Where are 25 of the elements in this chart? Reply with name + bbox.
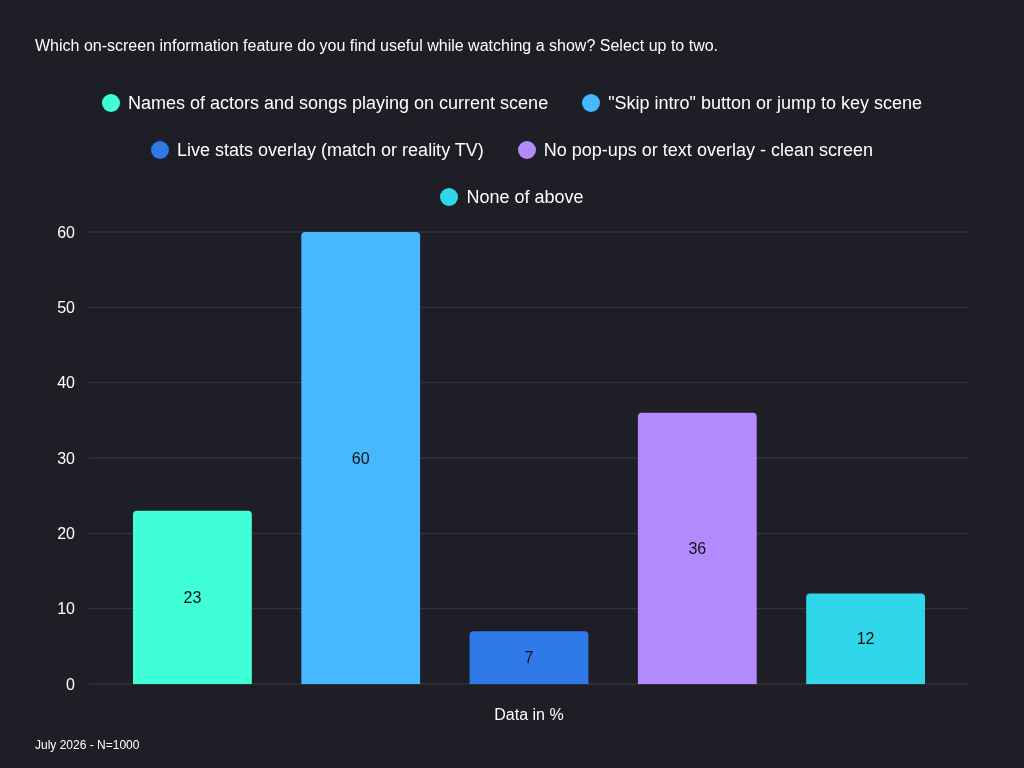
y-tick-label: 10 xyxy=(57,600,76,618)
data-label: 60 xyxy=(351,449,370,467)
x-axis-title: Data in % xyxy=(494,706,564,723)
legend-label: Live stats overlay (match or reality TV) xyxy=(177,139,484,161)
y-tick-label: 60 xyxy=(57,223,76,241)
data-label: 12 xyxy=(856,630,875,648)
data-label: 36 xyxy=(688,540,707,557)
chart-title: Which on-screen information feature do you find useful while watching a show? Select up to two. xyxy=(35,37,719,55)
y-tick-label: 0 xyxy=(66,675,76,693)
text: July 2026 - N=1000 xyxy=(35,738,140,752)
bar xyxy=(469,631,589,684)
data-label: 23 xyxy=(183,588,202,606)
legend-label: No pop-ups or text overlay - clean screen xyxy=(543,139,873,161)
y-tick-label: 20 xyxy=(57,524,76,542)
bar xyxy=(637,412,757,684)
bar xyxy=(806,593,925,684)
legend-label: "Skip intro" button or jump to key scene xyxy=(608,92,923,114)
data-label: 7 xyxy=(524,649,534,667)
legend-label: None of above xyxy=(466,186,584,208)
legend-label: Names of actors and songs playing on current scene xyxy=(127,92,549,114)
y-tick-label: 50 xyxy=(57,298,76,316)
y-tick-label: 40 xyxy=(57,374,76,392)
bar xyxy=(133,510,252,684)
bar xyxy=(301,232,421,684)
y-tick-label: 30 xyxy=(57,449,76,467)
